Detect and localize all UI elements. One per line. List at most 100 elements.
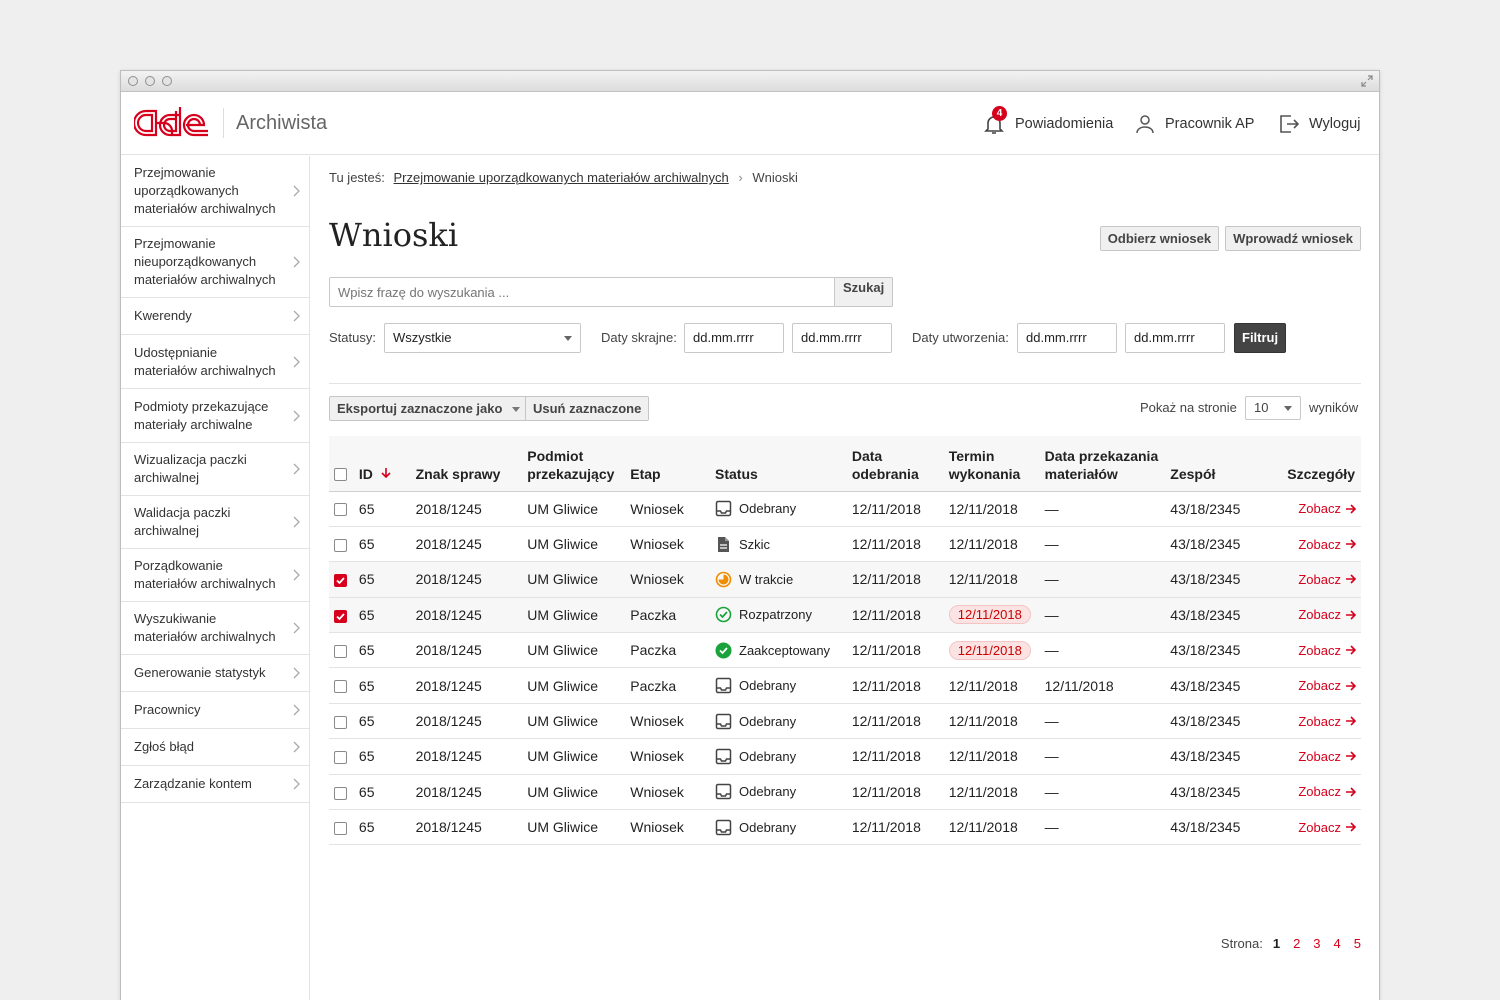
status-select[interactable]: Wszystkie	[384, 323, 581, 353]
sidebar-item-porzadkowanie[interactable]: Porządkowanie materiałów archiwalnych	[121, 549, 309, 602]
table-row[interactable]: 65 2018/1245 UM Gliwice Wniosek Odebrany 12/1…	[329, 703, 1361, 740]
date-placeholder: dd.mm.rrrr	[1134, 330, 1195, 345]
window-maximize-dot[interactable]	[162, 76, 172, 86]
view-details-link[interactable]: Zobacz	[1298, 714, 1357, 729]
status-label: Odebrany	[739, 784, 797, 800]
row-checkbox[interactable]	[334, 751, 347, 765]
received-cell: 12/11/2018	[851, 819, 921, 836]
delete-selected-button[interactable]: Usuń zaznaczone	[525, 396, 650, 421]
row-checkbox[interactable]	[334, 609, 347, 623]
table-row[interactable]: 65 2018/1245 UM Gliwice Paczka Rozpatrzony 12…	[329, 597, 1361, 634]
sidebar-item-podmioty[interactable]: Podmioty przekazujące materiały archiwal…	[121, 389, 309, 443]
extreme-date-from-input[interactable]: dd.mm.rrrr	[684, 323, 784, 353]
column-entity-header[interactable]: Podmiot przekazujący	[527, 436, 631, 492]
id-cell: 65	[358, 713, 375, 730]
sidebar-item-konto[interactable]: Zarządzanie kontem	[121, 766, 309, 803]
page-link-4[interactable]: 4	[1333, 936, 1341, 951]
table-row[interactable]: 65 2018/1245 UM Gliwice Wniosek Odebrany 12/1…	[329, 774, 1361, 811]
column-case-header[interactable]: Znak sprawy	[415, 436, 528, 492]
table-row[interactable]: 65 2018/1245 UM Gliwice Wniosek Odebrany 12/1…	[329, 809, 1361, 846]
export-selected-button[interactable]: Eksportuj zaznaczone jako	[329, 396, 529, 421]
created-date-from-input[interactable]: dd.mm.rrrr	[1017, 323, 1117, 353]
sidebar-item-walidacja[interactable]: Walidacja paczki archiwalnej	[121, 496, 309, 549]
stage-cell: Wniosek	[630, 819, 684, 836]
sidebar-item-statystyki[interactable]: Generowanie statystyk	[121, 655, 309, 692]
column-transfer-header[interactable]: Data przekazania materiałów	[1044, 436, 1171, 492]
sidebar-item-kwerendy[interactable]: Kwerendy	[121, 298, 309, 335]
sidebar-item-wizualizacja[interactable]: Wizualizacja paczki archiwalnej	[121, 443, 309, 496]
sidebar-item-wyszukiwanie[interactable]: Wyszukiwanie materiałów archiwalnych	[121, 602, 309, 655]
filter-button[interactable]: Filtruj	[1234, 323, 1287, 353]
column-status-header[interactable]: Status	[715, 436, 852, 492]
table-row[interactable]: 65 2018/1245 UM Gliwice Wniosek Odebrany 12/1…	[329, 738, 1361, 775]
table-row[interactable]: 65 2018/1245 UM Gliwice Paczka Odebrany 12/11…	[329, 667, 1361, 704]
sidebar-item-zglos-blad[interactable]: Zgłoś błąd	[121, 729, 309, 766]
case-cell: 2018/1245	[415, 571, 482, 588]
view-details-link[interactable]: Zobacz	[1298, 537, 1357, 552]
row-checkbox[interactable]	[334, 503, 347, 517]
stage-cell: Wniosek	[630, 571, 684, 588]
page-title: Wnioski	[329, 216, 459, 254]
page-link-3[interactable]: 3	[1313, 936, 1321, 951]
table-row[interactable]: 65 2018/1245 UM Gliwice Wniosek Odebrany 12/1…	[329, 491, 1361, 527]
extreme-dates-label: Daty skrajne:	[601, 330, 677, 345]
view-details-link[interactable]: Zobacz	[1298, 501, 1357, 516]
column-deadline-header[interactable]: Termin wykonania	[948, 436, 1045, 492]
search-button[interactable]: Szukaj	[835, 277, 894, 307]
page-link-5[interactable]: 5	[1353, 936, 1361, 951]
deadline-cell: 12/11/2018	[948, 571, 1018, 588]
page-link-1[interactable]: 1	[1272, 936, 1281, 951]
case-cell: 2018/1245	[415, 783, 482, 800]
row-checkbox[interactable]	[334, 574, 347, 588]
column-id-header[interactable]: ID	[358, 436, 416, 492]
expand-icon[interactable]	[1361, 75, 1373, 87]
breadcrumb-parent-link[interactable]: Przejmowanie uporządkowanych materiałów …	[393, 170, 729, 185]
view-details-link[interactable]: Zobacz	[1298, 607, 1357, 622]
arrow-right-icon	[1346, 716, 1357, 726]
view-details-link[interactable]: Zobacz	[1298, 678, 1357, 693]
sidebar-item-uporzadkowane[interactable]: Przejmowanie uporządkowanych materiałów …	[121, 156, 309, 227]
user-menu[interactable]: Pracownik AP	[1134, 92, 1254, 155]
date-placeholder: dd.mm.rrrr	[801, 330, 862, 345]
view-details-link[interactable]: Zobacz	[1298, 572, 1357, 587]
check-filled-icon	[715, 642, 732, 659]
sidebar-item-pracownicy[interactable]: Pracownicy	[121, 692, 309, 729]
arrow-right-icon	[1346, 751, 1357, 761]
view-details-link[interactable]: Zobacz	[1298, 749, 1357, 764]
table-row[interactable]: 65 2018/1245 UM Gliwice Paczka Zaakceptowany…	[329, 632, 1361, 669]
view-details-link[interactable]: Zobacz	[1298, 643, 1357, 658]
row-checkbox[interactable]	[334, 645, 347, 659]
window-close-dot[interactable]	[128, 76, 138, 86]
logout-link[interactable]: Wyloguj	[1278, 92, 1360, 155]
table-row[interactable]: 65 2018/1245 UM Gliwice Wniosek Szkic 12/11/2…	[329, 526, 1361, 563]
extreme-date-to-input[interactable]: dd.mm.rrrr	[792, 323, 892, 353]
view-details-link[interactable]: Zobacz	[1298, 820, 1357, 835]
row-checkbox[interactable]	[334, 822, 347, 835]
receive-request-button[interactable]: Odbierz wniosek	[1099, 226, 1220, 251]
row-checkbox[interactable]	[334, 680, 347, 694]
search-input[interactable]	[329, 277, 835, 307]
column-team-header[interactable]: Zespół	[1170, 436, 1261, 492]
notifications-link[interactable]: 4 Powiadomienia	[982, 92, 1113, 155]
view-details-link[interactable]: Zobacz	[1298, 784, 1357, 799]
table-toolbar: Eksportuj zaznaczone jako Usuń zaznaczon…	[329, 396, 1361, 421]
inbox-icon	[715, 500, 732, 517]
deadline-cell: 12/11/2018	[948, 713, 1018, 730]
column-stage-header[interactable]: Etap	[630, 436, 715, 492]
table-row[interactable]: 65 2018/1245 UM Gliwice Wniosek W trakcie 12/…	[329, 561, 1361, 598]
window-minimize-dot[interactable]	[145, 76, 155, 86]
row-checkbox[interactable]	[334, 715, 347, 729]
page-link-2[interactable]: 2	[1293, 936, 1301, 951]
per-page-select[interactable]: 10	[1245, 396, 1301, 420]
column-received-header[interactable]: Data odebrania	[851, 436, 949, 492]
select-all-checkbox[interactable]	[334, 468, 347, 482]
sidebar-item-nieuporzadkowane[interactable]: Przejmowanie nieuporządkowanych materiał…	[121, 227, 309, 298]
sidebar-item-udostepnianie[interactable]: Udostępnianie materiałów archiwalnych	[121, 335, 309, 389]
created-date-to-input[interactable]: dd.mm.rrrr	[1125, 323, 1225, 353]
row-checkbox[interactable]	[334, 786, 347, 800]
status-label: Zaakceptowany	[739, 642, 831, 658]
chevron-right-icon	[293, 778, 300, 790]
row-checkbox[interactable]	[334, 538, 347, 552]
status-label: Odebrany	[739, 748, 797, 764]
enter-request-button[interactable]: Wprowadź wniosek	[1225, 226, 1361, 251]
